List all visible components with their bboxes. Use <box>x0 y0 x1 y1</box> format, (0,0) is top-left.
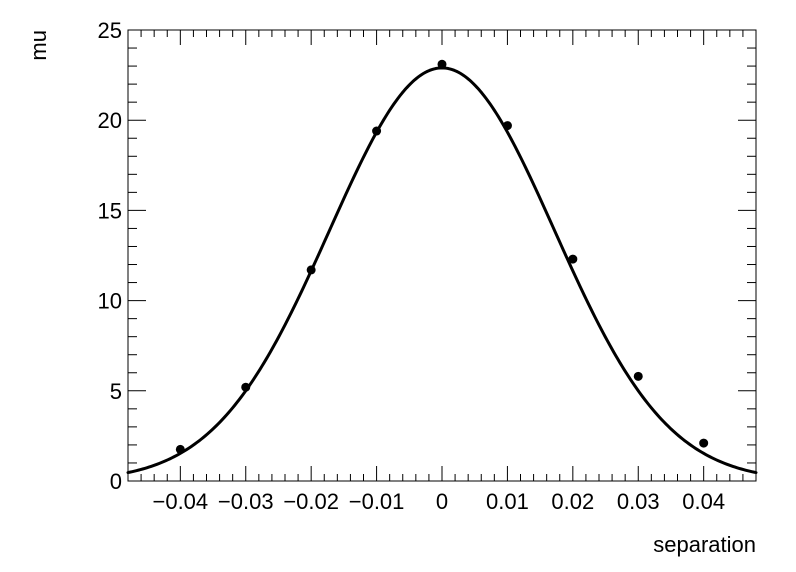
x-tick-label: 0.02 <box>551 489 594 514</box>
y-tick-label: 10 <box>98 289 122 314</box>
y-tick-label: 15 <box>98 198 122 223</box>
y-tick-label: 25 <box>98 18 122 43</box>
data-point <box>372 127 381 136</box>
data-point <box>699 439 708 448</box>
x-tick-label: −0.04 <box>152 489 208 514</box>
x-tick-label: −0.03 <box>218 489 274 514</box>
data-point <box>438 60 447 69</box>
x-tick-label: 0.04 <box>682 489 725 514</box>
y-tick-label: 20 <box>98 108 122 133</box>
x-tick-label: 0.03 <box>617 489 660 514</box>
y-tick-label: 5 <box>110 379 122 404</box>
data-point <box>307 265 316 274</box>
y-tick-labels: 0 5 10 15 20 25 <box>98 18 122 494</box>
fit-curve-layer <box>128 68 756 473</box>
data-point <box>503 121 512 130</box>
x-tick-labels: −0.04 −0.03 −0.02 −0.01 0 0.01 0.02 0.03 0.04 <box>152 489 725 514</box>
plot-frame <box>128 30 756 481</box>
fit-curve <box>128 68 756 473</box>
x-tick-label: −0.01 <box>349 489 405 514</box>
data-point <box>568 255 577 264</box>
x-axis-title: separation <box>653 532 756 557</box>
data-point <box>176 445 185 454</box>
x-tick-label: −0.02 <box>283 489 339 514</box>
data-point <box>241 383 250 392</box>
data-points-layer <box>176 60 708 454</box>
y-axis-title: mu <box>26 30 51 61</box>
tick-marks <box>128 30 756 481</box>
x-tick-label: 0 <box>436 489 448 514</box>
x-tick-label: 0.01 <box>486 489 529 514</box>
data-point <box>634 372 643 381</box>
y-tick-label: 0 <box>110 469 122 494</box>
